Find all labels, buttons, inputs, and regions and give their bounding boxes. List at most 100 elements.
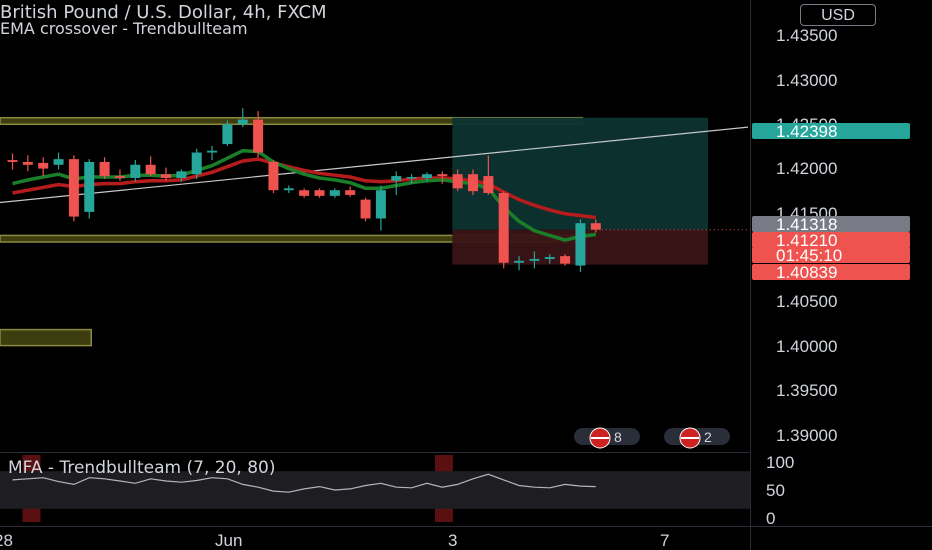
candle[interactable] (161, 167, 171, 181)
long-position-target-area[interactable] (452, 117, 708, 230)
price-label-text: 1.40839 (776, 263, 837, 282)
candle[interactable] (38, 157, 49, 177)
oscillator-tick-label: 100 (766, 453, 794, 472)
candle[interactable] (329, 188, 340, 198)
candle[interactable] (114, 169, 125, 181)
candle[interactable] (452, 169, 463, 192)
candle-body (7, 160, 18, 162)
candle[interactable] (483, 155, 494, 195)
candle-body (590, 223, 601, 230)
price-label-bg (752, 232, 910, 248)
candle[interactable] (53, 152, 64, 170)
candle[interactable] (529, 251, 540, 269)
candle-body (38, 162, 49, 169)
candle[interactable] (590, 219, 601, 233)
price-label-bg (752, 247, 910, 263)
time-axis-label: 28 (0, 531, 13, 550)
economic-event-badge[interactable]: 2 (664, 427, 730, 449)
candle[interactable] (237, 108, 248, 128)
candle-body (130, 164, 141, 178)
candle-body (222, 124, 233, 145)
candle[interactable] (468, 169, 478, 195)
symbol-title[interactable]: British Pound / U.S. Dollar, 4h, FXCM (0, 2, 327, 23)
candle-body (283, 188, 294, 191)
price-label-text: 1.42398 (776, 122, 837, 141)
candle[interactable] (345, 186, 356, 197)
oscillator-band (0, 471, 750, 509)
candle[interactable] (283, 185, 294, 194)
supply-demand-zone[interactable] (0, 328, 92, 347)
candle[interactable] (544, 254, 555, 264)
price-label-text: 01:45:10 (776, 246, 842, 265)
candle-body (84, 161, 95, 212)
candle-body (237, 119, 248, 125)
oscillator-tick-label: 0 (766, 509, 775, 528)
candle[interactable] (84, 159, 95, 219)
candle[interactable] (68, 155, 79, 222)
currency-button[interactable]: USD (800, 4, 876, 26)
candle-body (421, 174, 432, 178)
economic-event-badge[interactable]: 8 (574, 427, 640, 449)
candle[interactable] (391, 171, 402, 195)
candle-body (452, 174, 463, 189)
candle-body (544, 257, 555, 259)
price-label-bg (752, 264, 910, 280)
candle[interactable] (360, 197, 371, 222)
candle-body (68, 159, 79, 217)
candle[interactable] (299, 188, 310, 198)
candle[interactable] (406, 174, 417, 184)
candle[interactable] (7, 153, 18, 170)
candle-body (575, 223, 586, 266)
candle[interactable] (575, 219, 586, 273)
candle-body (299, 190, 310, 196)
candle-body (145, 164, 156, 175)
price-tick-label: 1.40500 (776, 292, 837, 311)
candle[interactable] (99, 157, 110, 179)
candle[interactable] (222, 120, 233, 146)
candle[interactable] (421, 172, 432, 182)
candle[interactable] (498, 191, 509, 269)
price-tick-label: 1.42000 (776, 159, 837, 178)
price-label: 1.42398 (752, 122, 910, 141)
price-label-text: 1.41318 (776, 215, 837, 234)
trendline[interactable] (0, 126, 749, 204)
candle-body (345, 190, 356, 195)
candle-body (560, 256, 571, 264)
candle[interactable] (145, 156, 156, 177)
candle[interactable] (314, 188, 325, 198)
candle[interactable] (130, 160, 141, 182)
candle[interactable] (253, 111, 264, 158)
candle-body (191, 152, 202, 175)
candle-body (161, 174, 171, 178)
candle-body (498, 193, 509, 263)
oscillator-tick-label: 50 (766, 481, 785, 500)
candle[interactable] (176, 169, 187, 182)
candle[interactable] (207, 145, 218, 161)
candle-body (483, 176, 494, 194)
candle-body (468, 174, 478, 192)
price-label: 1.40839 (752, 263, 910, 282)
badge-count: 2 (704, 429, 712, 445)
candle[interactable] (22, 155, 33, 172)
candle-body (529, 258, 540, 261)
candle[interactable] (268, 160, 279, 194)
price-tick-label: 1.39000 (776, 426, 837, 445)
candle-body (406, 177, 417, 179)
price-tick-label: 1.40000 (776, 337, 837, 356)
candle[interactable] (437, 171, 448, 184)
candle[interactable] (191, 148, 202, 179)
candle-body (329, 190, 340, 196)
candle[interactable] (560, 254, 571, 266)
oscillator-line (12, 473, 596, 493)
candle-body (360, 199, 371, 219)
candle-body (391, 176, 402, 181)
candle[interactable] (514, 256, 525, 271)
candle-body (99, 161, 110, 177)
candle-body (514, 260, 525, 263)
oscillator-title[interactable]: MFA - Trendbullteam (7, 20, 80) (8, 458, 276, 478)
price-tick-label: 1.39500 (776, 381, 837, 400)
candle[interactable] (375, 185, 386, 231)
price-tick-label: 1.43000 (776, 71, 837, 90)
indicator-title[interactable]: EMA crossover - Trendbullteam (0, 19, 248, 38)
